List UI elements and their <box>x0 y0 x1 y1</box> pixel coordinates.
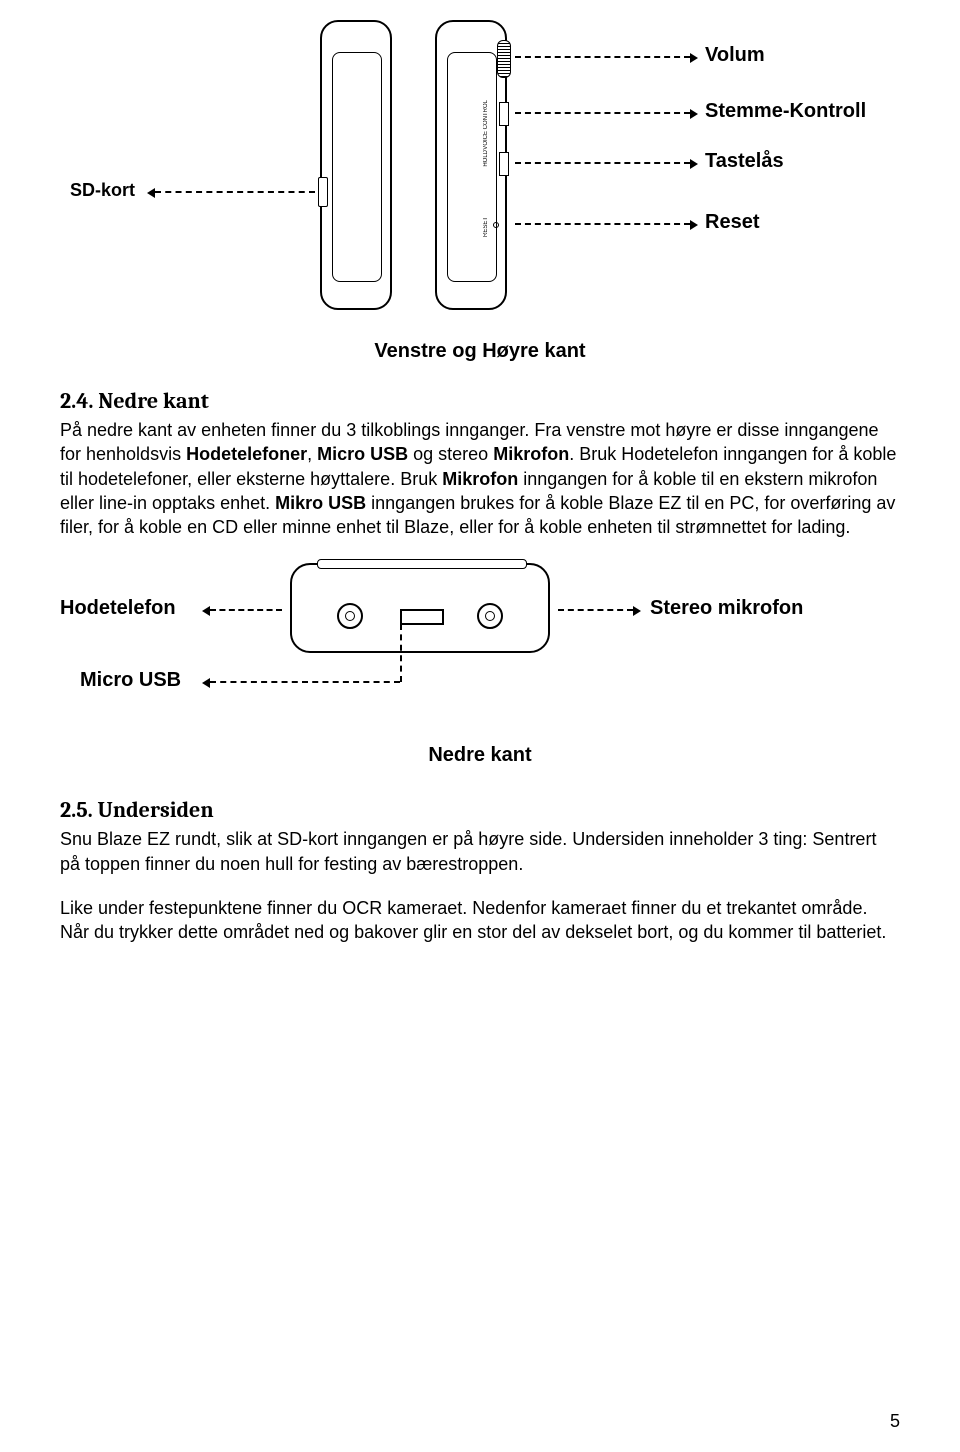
tastelas-pointer <box>515 162 690 164</box>
sd-kort-pointer <box>155 191 315 193</box>
section-2-4-heading: 2.4. Nedre kant <box>60 388 900 414</box>
stemme-pointer <box>515 112 690 114</box>
section-2-4-body: På nedre kant av enheten finner du 3 til… <box>60 418 900 539</box>
headphone-jack-graphic <box>337 603 363 629</box>
reset-pointer <box>515 223 690 225</box>
stereo-mic-pointer <box>558 609 633 611</box>
page-number: 5 <box>890 1411 900 1432</box>
voice-control-switch-graphic <box>499 102 509 126</box>
usb-port-graphic <box>400 609 444 625</box>
section-2-5-body1: Snu Blaze EZ rundt, slik at SD-kort inng… <box>60 827 900 876</box>
device-right-side: VOICE CONTROL HOLD RESET <box>435 20 507 310</box>
volum-label: Volum <box>705 44 765 67</box>
hodetelefon-label: Hodetelefon <box>60 597 176 620</box>
tastelas-label: Tastelås <box>705 150 784 173</box>
device-left-side <box>320 20 392 310</box>
sd-kort-label: SD-kort <box>70 180 135 201</box>
reset-label: Reset <box>705 211 759 234</box>
bottom-edge-diagram: Hodetelefon Stereo mikrofon Micro USB <box>60 559 900 729</box>
stemme-kontroll-label: Stemme-Kontroll <box>705 100 866 123</box>
micro-usb-pointer <box>210 681 400 683</box>
volum-pointer <box>515 56 690 58</box>
top-diagram-caption: Venstre og Høyre kant <box>60 340 900 363</box>
stereo-mikrofon-label: Stereo mikrofon <box>650 597 803 620</box>
sd-slot-graphic <box>318 177 328 207</box>
reset-hole-graphic <box>493 222 499 228</box>
mic-jack-graphic <box>477 603 503 629</box>
bottom-diagram-caption: Nedre kant <box>60 744 900 767</box>
micro-usb-vertical <box>400 624 402 682</box>
section-2-5-body2: Like under festepunktene finner du OCR k… <box>60 896 900 945</box>
top-side-diagram: VOICE CONTROL HOLD RESET SD-kort Volum S… <box>60 20 900 330</box>
hold-switch-graphic <box>499 152 509 176</box>
section-2-5-heading: 2.5. Undersiden <box>60 797 900 823</box>
device-bottom-graphic <box>290 563 550 653</box>
micro-usb-label: Micro USB <box>80 669 181 692</box>
volume-wheel-graphic <box>497 40 511 78</box>
hodetelefon-pointer <box>210 609 282 611</box>
